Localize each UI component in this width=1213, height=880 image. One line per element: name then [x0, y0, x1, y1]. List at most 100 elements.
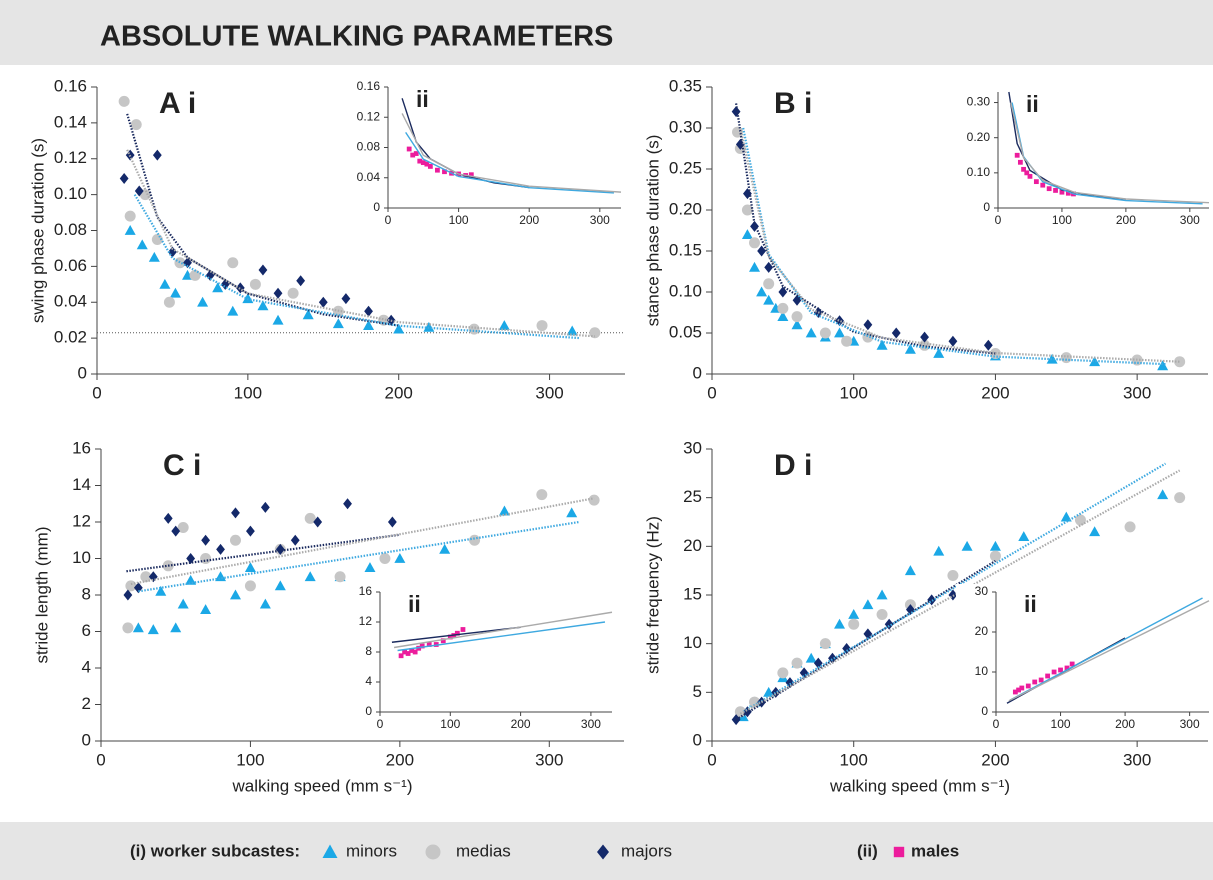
data-point	[260, 501, 270, 513]
y-tick-label: 2	[82, 694, 91, 713]
data-point	[275, 543, 285, 555]
panel: 0 0.05 0.10 0.15 0.20 0.25 0.30 0.35 0 100 200 300 B…	[643, 76, 1208, 402]
y-tick-label: 10	[683, 633, 702, 652]
legend-marker	[322, 844, 338, 858]
legend-label: majors	[621, 841, 672, 860]
data-point	[393, 323, 405, 334]
data-point	[419, 643, 425, 649]
x-tick-label: 0	[993, 717, 1000, 731]
fit-line	[739, 127, 1180, 363]
x-tick-label: 0	[707, 383, 716, 402]
data-point	[405, 651, 411, 656]
x-tick-label: 300	[1180, 717, 1200, 731]
y-tick-label: 0	[981, 704, 988, 718]
data-point	[244, 562, 256, 573]
data-point	[933, 545, 945, 556]
panel-label: ii	[416, 86, 429, 112]
panel-label: ii	[1024, 591, 1037, 617]
data-point	[177, 598, 189, 609]
y-tick-label: 15	[683, 584, 702, 603]
fit-line	[126, 533, 401, 573]
data-point	[169, 287, 181, 298]
data-point	[133, 582, 143, 594]
data-point	[1089, 526, 1101, 537]
data-point	[201, 534, 210, 546]
fit-line	[133, 194, 580, 340]
data-point	[468, 172, 474, 178]
data-point	[118, 95, 130, 107]
x-tick-label: 0	[995, 213, 1002, 227]
data-point	[426, 642, 432, 647]
data-point	[1174, 356, 1186, 368]
data-point	[791, 657, 803, 669]
y-tick-label: 8	[82, 584, 91, 603]
x-tick-label: 0	[377, 717, 384, 731]
data-point	[229, 589, 241, 600]
fit-line	[405, 131, 614, 194]
data-point	[447, 634, 453, 640]
data-point	[364, 305, 373, 317]
data-point	[460, 627, 466, 632]
data-point	[215, 571, 227, 582]
data-point	[536, 489, 548, 501]
data-point	[259, 598, 271, 609]
data-point	[764, 261, 774, 273]
data-point	[1027, 173, 1033, 179]
data-point	[791, 319, 803, 330]
data-point	[1040, 182, 1046, 188]
y-tick-label: 0.16	[54, 76, 87, 95]
data-point	[876, 589, 888, 600]
data-point	[134, 185, 144, 197]
data-point	[249, 278, 261, 290]
y-tick-label: 20	[683, 536, 702, 555]
fit-line	[742, 462, 1167, 713]
y-tick-label: 0.06	[54, 256, 87, 275]
y-tick-label: 0	[365, 704, 372, 718]
fit-line	[735, 559, 997, 721]
y-tick-label: 25	[683, 487, 702, 506]
data-point	[364, 562, 376, 573]
data-point	[229, 534, 241, 546]
data-point	[904, 343, 916, 354]
data-point	[862, 599, 874, 610]
y-tick-label: 0.08	[357, 140, 381, 154]
data-point	[566, 325, 578, 336]
data-point	[424, 161, 430, 167]
y-tick-label: 0	[82, 730, 91, 749]
data-point	[212, 282, 224, 293]
panel: 0 4 8 12 16 0 100 200 300 ii	[340, 584, 614, 734]
data-point	[498, 320, 510, 330]
inset-background	[958, 84, 1211, 230]
data-point	[734, 706, 746, 718]
data-point	[363, 320, 375, 330]
data-point	[244, 580, 256, 592]
data-point	[290, 534, 300, 546]
x-tick-label: 100	[236, 750, 264, 769]
y-tick-label: 10	[72, 548, 91, 567]
data-point	[412, 649, 418, 655]
fit-line	[126, 149, 595, 338]
legend-label: minors	[346, 841, 397, 860]
y-tick-label: 6	[82, 621, 91, 640]
data-point	[258, 264, 268, 276]
data-point	[304, 571, 316, 582]
data-point	[588, 494, 600, 506]
data-point	[566, 507, 578, 518]
data-point	[398, 653, 404, 659]
x-tick-label: 0	[385, 213, 392, 227]
data-point	[1157, 489, 1169, 500]
x-tick-label: 200	[519, 213, 539, 227]
y-tick-label: 0.08	[54, 220, 87, 239]
data-point	[1064, 665, 1070, 671]
data-point	[805, 327, 817, 338]
data-point	[379, 553, 391, 564]
inset-background	[348, 79, 623, 230]
data-point	[469, 534, 481, 546]
panel-label: A i	[159, 87, 196, 120]
x-tick-label: 100	[440, 717, 460, 731]
data-point	[439, 543, 451, 554]
data-point	[841, 335, 853, 347]
y-axis-title: stride frequency (Hz)	[643, 516, 662, 674]
data-point	[948, 335, 958, 347]
data-point	[123, 589, 133, 601]
